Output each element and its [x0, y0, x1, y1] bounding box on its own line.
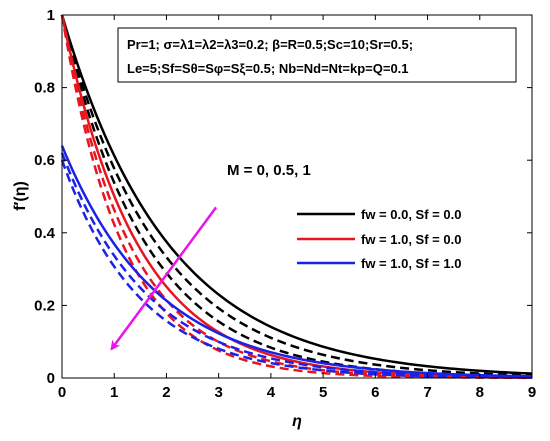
m-values-annotation: M = 0, 0.5, 1 [227, 162, 311, 179]
x-tick-label: 5 [319, 384, 327, 401]
curve-blue-m2 [60, 159, 533, 379]
x-tick-label: 9 [528, 384, 536, 401]
x-tick-label: 0 [58, 384, 66, 401]
y-axis-title: f′(η) [12, 181, 29, 211]
y-tick-label: 1 [47, 7, 55, 24]
x-tick-label: 7 [423, 384, 431, 401]
legend-label-black: fw = 0.0, Sf = 0.0 [361, 207, 461, 222]
legend-label-blue: fw = 1.0, Sf = 1.0 [361, 256, 461, 271]
x-axis-title: η [292, 413, 302, 430]
curve-black-m0 [60, 14, 533, 375]
arrow-layer [110, 206, 218, 351]
x-tick-label: 2 [162, 384, 170, 401]
curve-blue-m0 [60, 145, 533, 378]
parameter-box: Pr=1; σ=λ1=λ2=λ3=0.2; β=R=0.5;Sc=10;Sr=0… [117, 27, 517, 83]
y-tick-label: 0.4 [34, 225, 56, 242]
curve-black-m1 [60, 14, 533, 377]
curves-layer [60, 14, 533, 380]
y-tick-label: 0.2 [34, 297, 55, 314]
y-tick-label: 0 [47, 370, 55, 387]
x-tick-label: 3 [214, 384, 222, 401]
plot-frame [61, 14, 533, 379]
parameter-line-1: Pr=1; σ=λ1=λ2=λ3=0.2; β=R=0.5;Sc=10;Sr=0… [127, 37, 413, 52]
x-axis-ticks: 0 1 2 3 4 5 6 7 8 9 [58, 15, 536, 401]
x-tick-label: 1 [110, 384, 118, 401]
y-axis-ticks: 0 0.2 0.4 0.6 0.8 1 [34, 7, 532, 387]
y-tick-label: 0.8 [34, 80, 55, 97]
legend-label-red: fw = 1.0, Sf = 0.0 [361, 232, 461, 247]
parameter-box-frame [117, 27, 517, 83]
x-tick-label: 6 [371, 384, 379, 401]
y-tick-label: 0.6 [34, 152, 55, 169]
x-tick-label: 8 [476, 384, 484, 401]
parameter-line-2: Le=5;Sf=Sθ=Sφ=Sξ=0.5; Nb=Nd=Nt=kp=Q=0.1 [127, 61, 409, 76]
x-tick-label: 4 [267, 384, 276, 401]
legend: fw = 0.0, Sf = 0.0 fw = 1.0, Sf = 0.0 fw… [292, 200, 506, 282]
increasing-m-arrow [110, 206, 218, 351]
curve-red-m1 [60, 14, 533, 379]
